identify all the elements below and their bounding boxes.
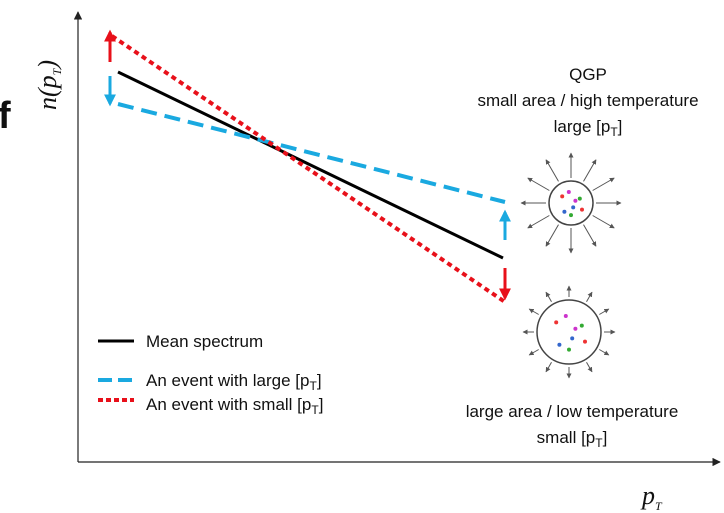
radial-arrow xyxy=(583,224,597,247)
particle xyxy=(560,194,565,199)
particle xyxy=(570,336,575,341)
fireball-icons xyxy=(520,152,622,379)
radial-arrow xyxy=(545,159,559,182)
radial-arrow xyxy=(528,308,539,315)
particle xyxy=(579,323,584,328)
particle xyxy=(567,347,571,352)
large-pt-line xyxy=(117,102,506,204)
radial-arrow xyxy=(528,349,539,356)
particle xyxy=(573,326,578,331)
radial-arrow xyxy=(545,224,559,247)
annotation-title: QGP xyxy=(569,65,607,84)
particle xyxy=(563,314,568,318)
particle xyxy=(554,320,559,325)
radial-arrow xyxy=(527,177,550,191)
particle xyxy=(571,205,576,210)
legend-label: An event with large [pT] xyxy=(146,371,322,393)
radial-arrow xyxy=(592,215,615,229)
particle xyxy=(569,213,573,218)
radial-arrow xyxy=(583,159,597,182)
x-axis-label: pT xyxy=(640,481,663,513)
annotation-text: small [pT] xyxy=(537,428,608,450)
mean-spectrum-line xyxy=(117,70,504,260)
particle xyxy=(573,198,578,203)
particle xyxy=(583,339,587,344)
y-axis-label: n(pT) xyxy=(33,60,64,110)
cropped-text: f xyxy=(0,95,11,137)
particle xyxy=(566,190,571,194)
particle xyxy=(580,207,584,212)
small-pt-line xyxy=(110,34,507,304)
radial-arrow xyxy=(527,215,550,229)
radial-arrow xyxy=(599,308,610,315)
fireball xyxy=(536,299,602,365)
annotation-text: large area / low temperature xyxy=(466,402,679,421)
radial-arrow xyxy=(586,291,593,302)
particle xyxy=(577,196,582,201)
radial-arrow xyxy=(592,177,615,191)
annotation-top: QGP small area / high temperature large … xyxy=(477,65,698,139)
legend-label: Mean spectrum xyxy=(146,332,263,351)
fireball xyxy=(548,180,594,226)
annotation-text: small area / high temperature xyxy=(477,91,698,110)
legend-label: An event with small [pT] xyxy=(146,395,323,417)
particle xyxy=(557,342,562,347)
annotation-text: large [pT] xyxy=(554,117,623,139)
particle xyxy=(562,209,567,214)
radial-arrow xyxy=(545,362,552,373)
radial-arrow xyxy=(599,349,610,356)
annotation-bottom: large area / low temperature small [pT] xyxy=(466,402,679,450)
radial-arrow xyxy=(545,291,552,302)
radial-arrow xyxy=(586,362,593,373)
